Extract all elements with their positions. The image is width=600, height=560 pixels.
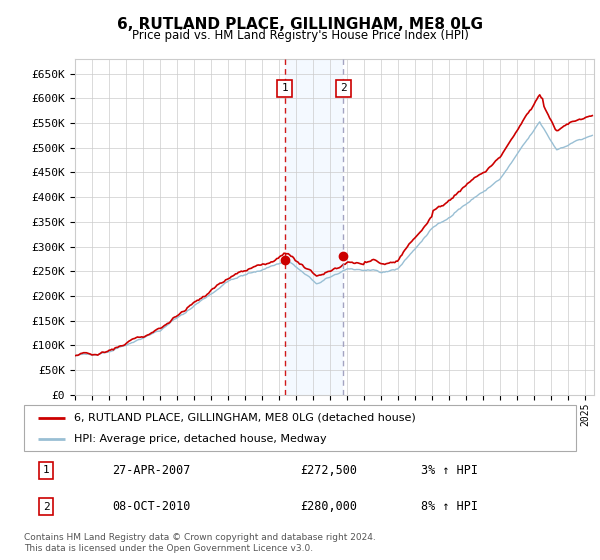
Text: 6, RUTLAND PLACE, GILLINGHAM, ME8 0LG (detached house): 6, RUTLAND PLACE, GILLINGHAM, ME8 0LG (d… xyxy=(74,413,415,423)
Text: Price paid vs. HM Land Registry's House Price Index (HPI): Price paid vs. HM Land Registry's House … xyxy=(131,29,469,42)
Bar xyxy=(284,59,343,395)
Text: £280,000: £280,000 xyxy=(300,500,357,513)
Text: 1: 1 xyxy=(281,83,288,94)
Text: 27-APR-2007: 27-APR-2007 xyxy=(112,464,191,477)
Text: 08-OCT-2010: 08-OCT-2010 xyxy=(112,500,191,513)
Text: 6, RUTLAND PLACE, GILLINGHAM, ME8 0LG: 6, RUTLAND PLACE, GILLINGHAM, ME8 0LG xyxy=(117,17,483,32)
Text: 2: 2 xyxy=(43,502,49,511)
Text: Contains HM Land Registry data © Crown copyright and database right 2024.
This d: Contains HM Land Registry data © Crown c… xyxy=(24,533,376,553)
FancyBboxPatch shape xyxy=(24,405,576,451)
Text: £272,500: £272,500 xyxy=(300,464,357,477)
Text: HPI: Average price, detached house, Medway: HPI: Average price, detached house, Medw… xyxy=(74,435,326,444)
Text: 1: 1 xyxy=(43,465,49,475)
Text: 8% ↑ HPI: 8% ↑ HPI xyxy=(421,500,478,513)
Text: 3% ↑ HPI: 3% ↑ HPI xyxy=(421,464,478,477)
Text: 2: 2 xyxy=(340,83,347,94)
